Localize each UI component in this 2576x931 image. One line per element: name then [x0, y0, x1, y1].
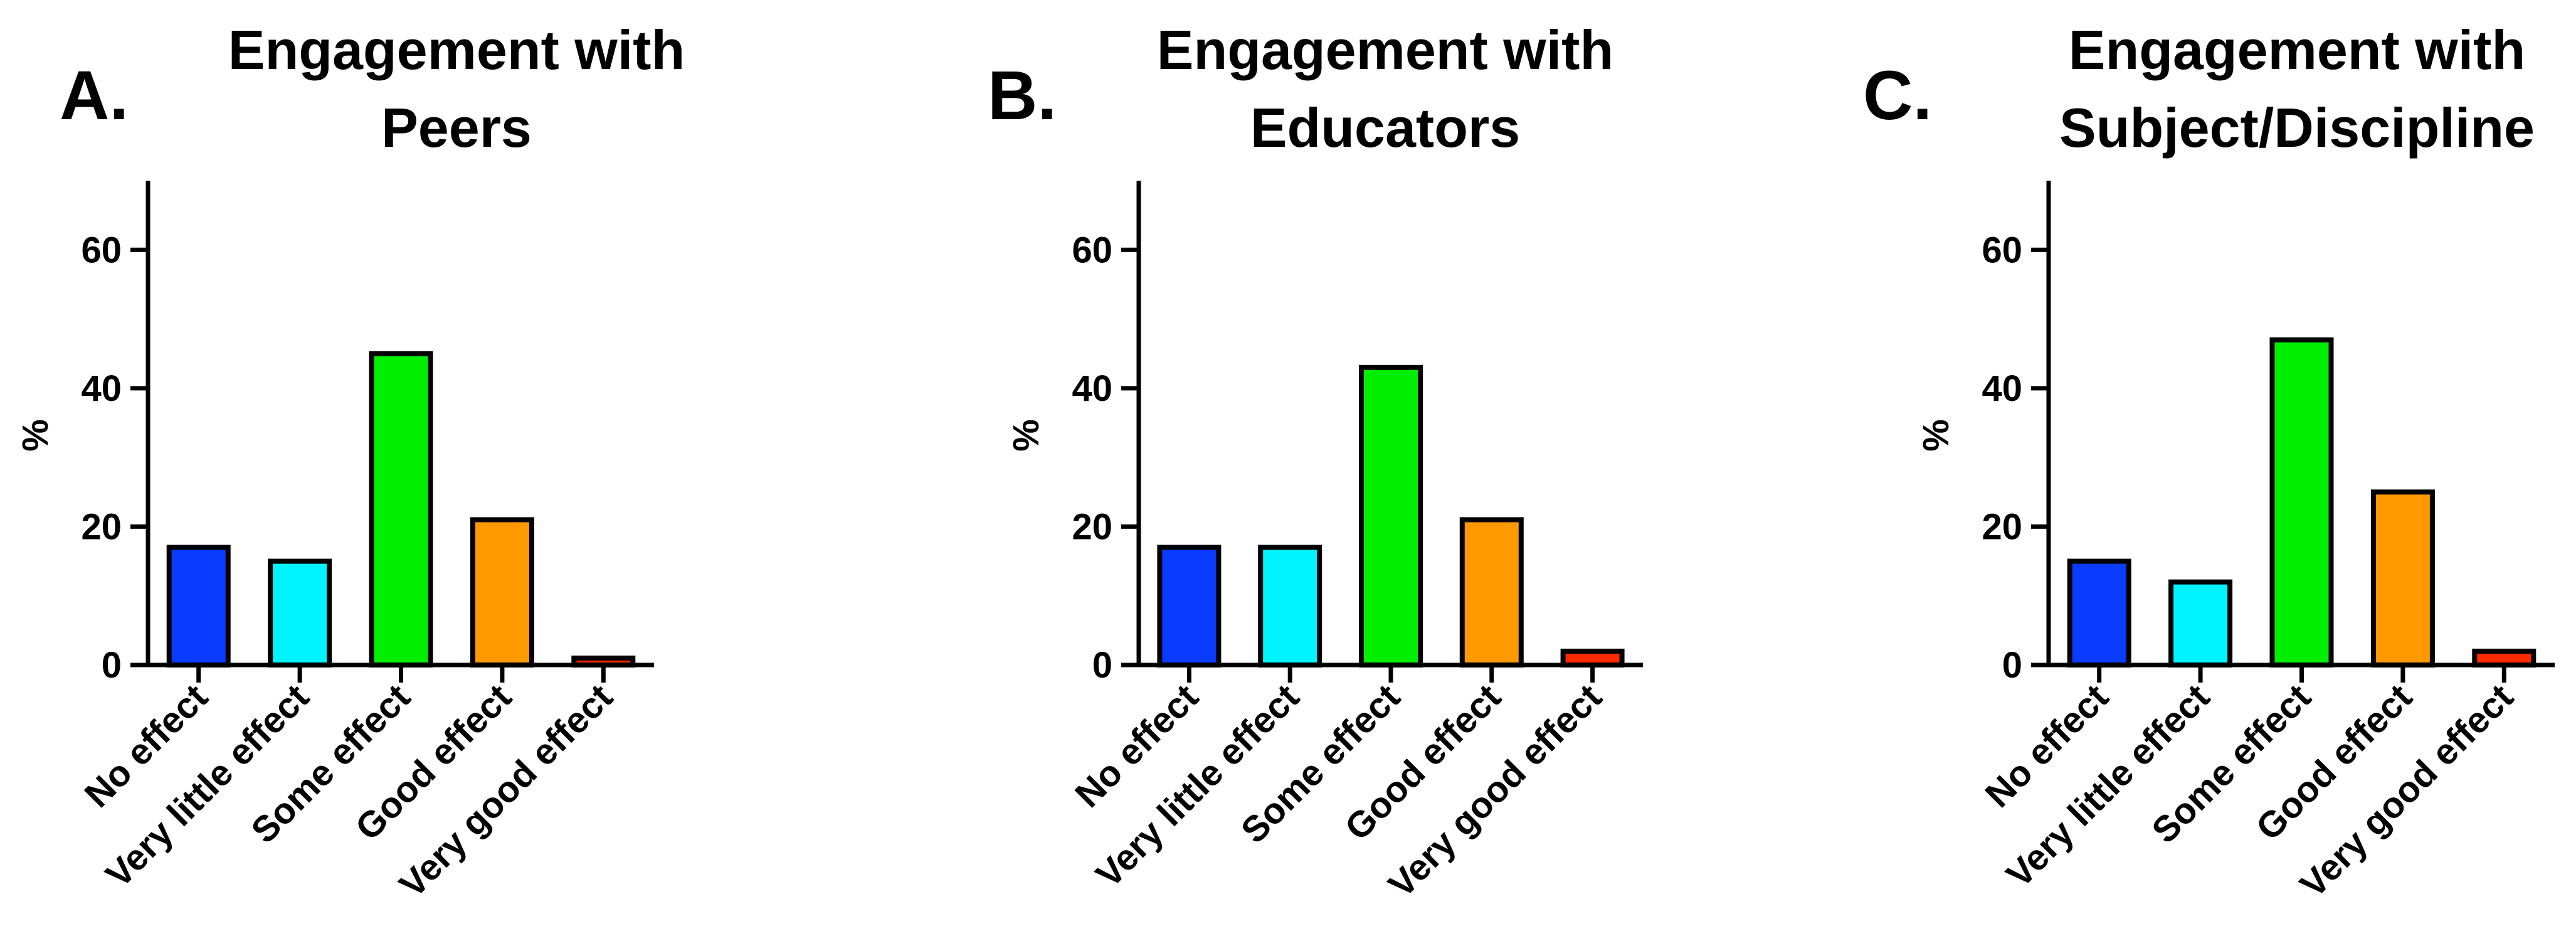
chart-title: Engagement with: [2069, 19, 2526, 81]
y-axis-label: %: [15, 419, 56, 452]
y-tick-label: 20: [81, 506, 122, 547]
y-axis-label: %: [1916, 419, 1956, 452]
bar: [571, 655, 636, 668]
chart-title: Subject/Discipline: [2059, 97, 2535, 159]
bar: [1459, 517, 1524, 668]
y-tick-label: 20: [1072, 506, 1112, 547]
chart-title: Engagement with: [1157, 19, 1614, 81]
y-tick-label: 40: [1982, 368, 2022, 409]
y-tick-label: 0: [102, 645, 122, 686]
y-tick-label: 60: [81, 230, 122, 270]
y-axis-label: %: [1006, 419, 1047, 452]
y-tick-label: 20: [1982, 506, 2022, 547]
chart-title: Engagement with: [228, 19, 685, 81]
y-tick-label: 0: [1092, 645, 1112, 686]
bar: [2067, 558, 2131, 668]
panel-label: C.: [1863, 57, 1932, 134]
y-tick-label: 60: [1982, 230, 2022, 270]
bar: [2168, 579, 2233, 668]
chart-title: Peers: [381, 97, 532, 159]
bar: [369, 351, 433, 668]
bar: [470, 517, 534, 668]
chart-title: Educators: [1250, 97, 1520, 159]
y-tick-label: 60: [1072, 230, 1112, 270]
y-tick-label: 40: [1072, 368, 1112, 409]
bar: [268, 558, 332, 668]
bar: [1560, 648, 1625, 668]
bar: [2370, 489, 2435, 668]
bar: [1157, 545, 1222, 668]
panel-label: A.: [60, 57, 129, 134]
bar: [2472, 648, 2536, 668]
bar: [1258, 545, 1322, 668]
bar: [166, 545, 231, 668]
bar: [1359, 364, 1423, 668]
panel-label: B.: [988, 57, 1057, 134]
y-tick-label: 0: [2002, 645, 2022, 686]
y-tick-label: 40: [81, 368, 122, 409]
bar: [2269, 337, 2334, 668]
